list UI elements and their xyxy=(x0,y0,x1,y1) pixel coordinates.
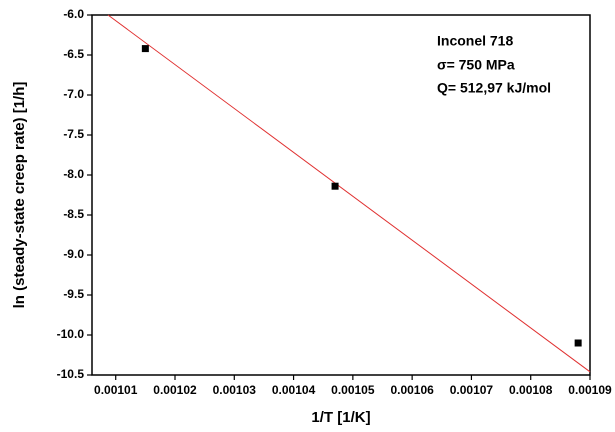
y-tick-label: -10.0 xyxy=(57,327,85,341)
annotation: Inconel 718 xyxy=(437,33,513,49)
y-tick-label: -9.5 xyxy=(63,287,84,301)
annotation: σ= 750 MPa xyxy=(437,57,515,73)
y-tick-label: -8.5 xyxy=(63,207,84,221)
x-tick-label: 0.00108 xyxy=(509,383,553,397)
data-point xyxy=(141,45,149,53)
x-tick-label: 0.00103 xyxy=(213,383,257,397)
x-tick-label: 0.00102 xyxy=(153,383,197,397)
x-axis-title: 1/T [1/K] xyxy=(311,409,370,426)
y-tick-label: -9.0 xyxy=(63,247,84,261)
y-tick-label: -6.5 xyxy=(63,47,84,61)
y-tick-label: -7.0 xyxy=(63,87,84,101)
plot-frame xyxy=(91,14,591,376)
x-tick-label: 0.00107 xyxy=(450,383,494,397)
x-tick-label: 0.00101 xyxy=(94,383,138,397)
y-tick-label: -8.0 xyxy=(63,167,84,181)
y-tick-label: -6.0 xyxy=(63,7,84,21)
x-tick-label: 0.00104 xyxy=(272,383,316,397)
data-point xyxy=(574,339,582,347)
y-tick-label: -10.5 xyxy=(57,367,85,381)
y-tick-label: -7.5 xyxy=(63,127,84,141)
annotation: Q= 512,97 kJ/mol xyxy=(437,80,551,96)
x-tick-label: 0.00109 xyxy=(568,383,612,397)
x-tick-label: 0.00106 xyxy=(390,383,434,397)
y-axis-title: ln (steady-state creep rate) [1/h] xyxy=(11,82,28,309)
x-tick-label: 0.00105 xyxy=(331,383,375,397)
data-point xyxy=(331,182,339,190)
fit-line xyxy=(107,14,591,373)
